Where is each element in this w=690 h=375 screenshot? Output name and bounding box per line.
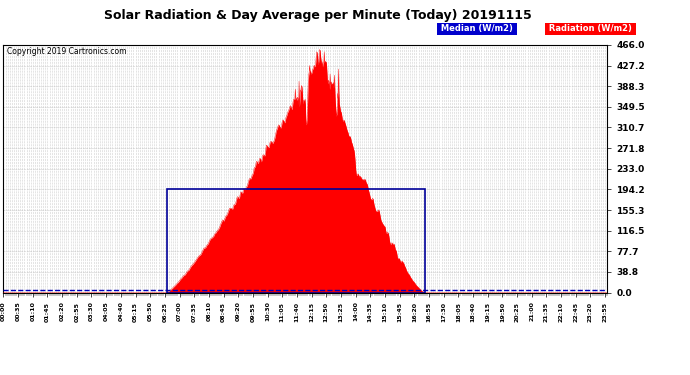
Text: Radiation (W/m2): Radiation (W/m2) [546,24,635,33]
Text: Median (W/m2): Median (W/m2) [438,24,516,33]
Text: Solar Radiation & Day Average per Minute (Today) 20191115: Solar Radiation & Day Average per Minute… [104,9,531,22]
Bar [167,189,425,292]
Text: Copyright 2019 Cartronics.com: Copyright 2019 Cartronics.com [7,47,126,56]
